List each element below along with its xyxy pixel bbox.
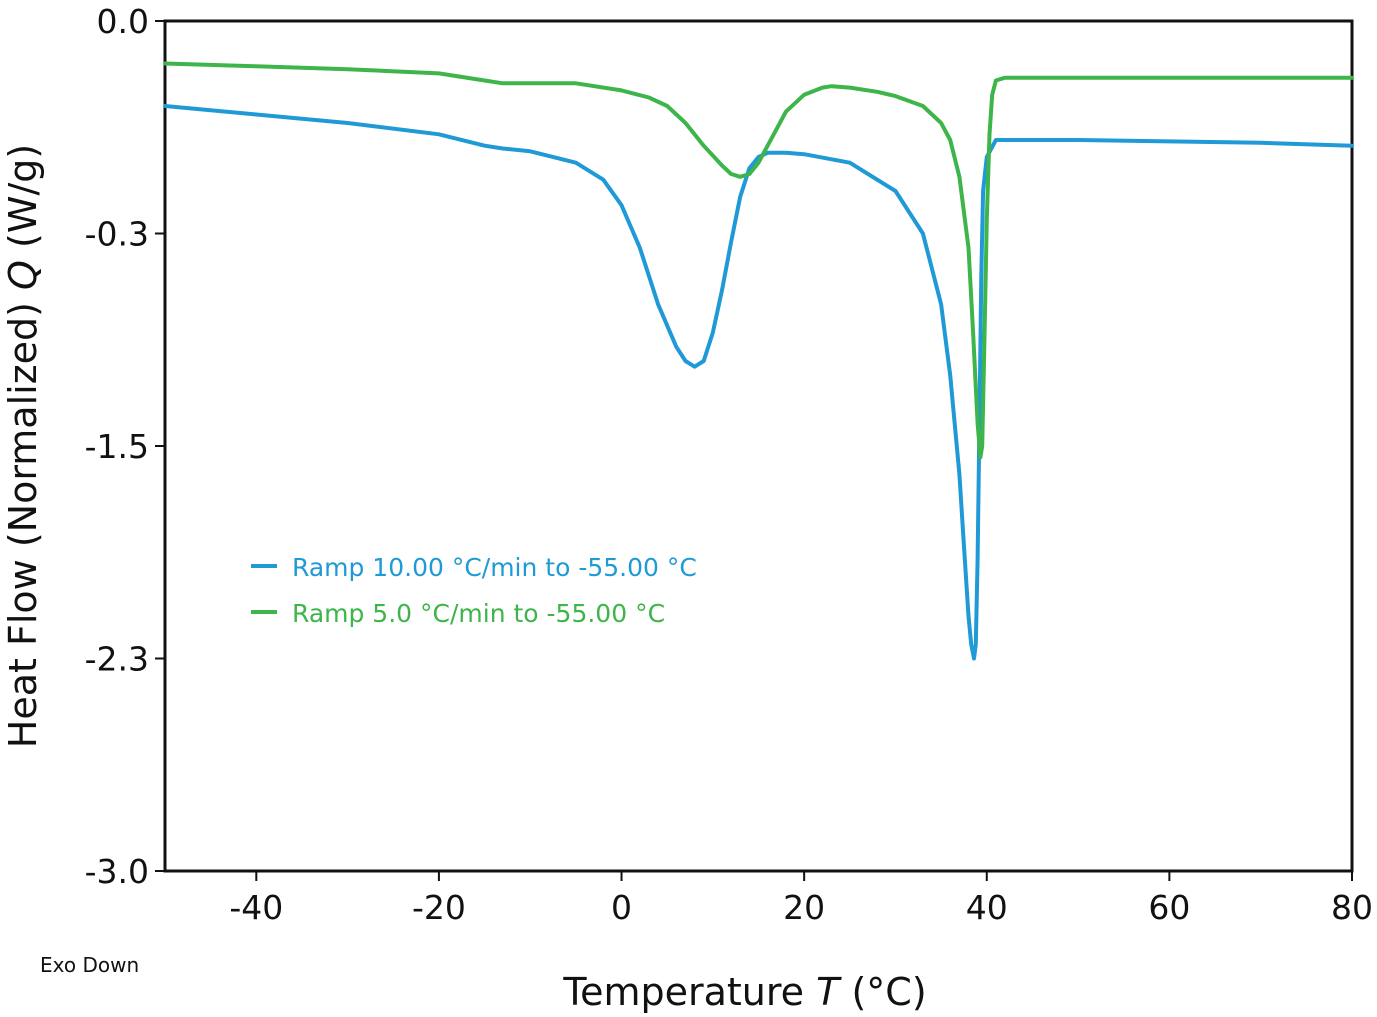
series-line-0 — [163, 104, 1354, 661]
y-tick-label: -3.0 — [85, 852, 149, 891]
y-tick-label: 0.0 — [97, 2, 149, 41]
x-axis-ticks: -40 -20 0 20 40 60 80 — [229, 871, 1373, 927]
exo-down-annotation: Exo Down — [40, 953, 139, 977]
series-line-1 — [163, 61, 1354, 460]
x-tick-label: -40 — [229, 888, 283, 927]
x-axis-title: Temperature T (°C) — [562, 970, 926, 1014]
y-tick-label: -1.5 — [85, 427, 149, 466]
y-axis-title-variable: Q — [1, 260, 45, 290]
x-axis-title-unit: (°C) — [851, 970, 926, 1014]
x-axis-title-text: Temperature — [562, 970, 804, 1014]
x-tick-label: 60 — [1148, 888, 1190, 927]
x-tick-label: 80 — [1331, 888, 1373, 927]
legend-label-ramp-5: Ramp 5.0 °C/min to -55.00 °C — [292, 599, 665, 628]
y-axis-title-unit: (W/g) — [1, 144, 45, 248]
y-tick-label: -0.3 — [85, 215, 149, 254]
plot-frame — [163, 19, 1354, 873]
legend-label-ramp-10: Ramp 10.00 °C/min to -55.00 °C — [292, 553, 697, 582]
x-tick-label: -20 — [412, 888, 466, 927]
y-axis-ticks: 0.0 -0.3 -1.5 -2.3 -3.0 — [85, 2, 165, 891]
x-tick-label: 0 — [611, 888, 632, 927]
y-axis-title: Heat Flow (Normalized) Q (W/g) — [1, 144, 45, 748]
x-axis-title-variable: T — [816, 970, 842, 1014]
series-lines — [163, 61, 1354, 661]
x-tick-label: 40 — [966, 888, 1008, 927]
y-axis-title-text: Heat Flow (Normalized) — [1, 302, 45, 748]
y-tick-label: -2.3 — [85, 640, 149, 679]
legend: Ramp 10.00 °C/min to -55.00 °C Ramp 5.0 … — [251, 553, 697, 628]
x-tick-label: 20 — [783, 888, 825, 927]
